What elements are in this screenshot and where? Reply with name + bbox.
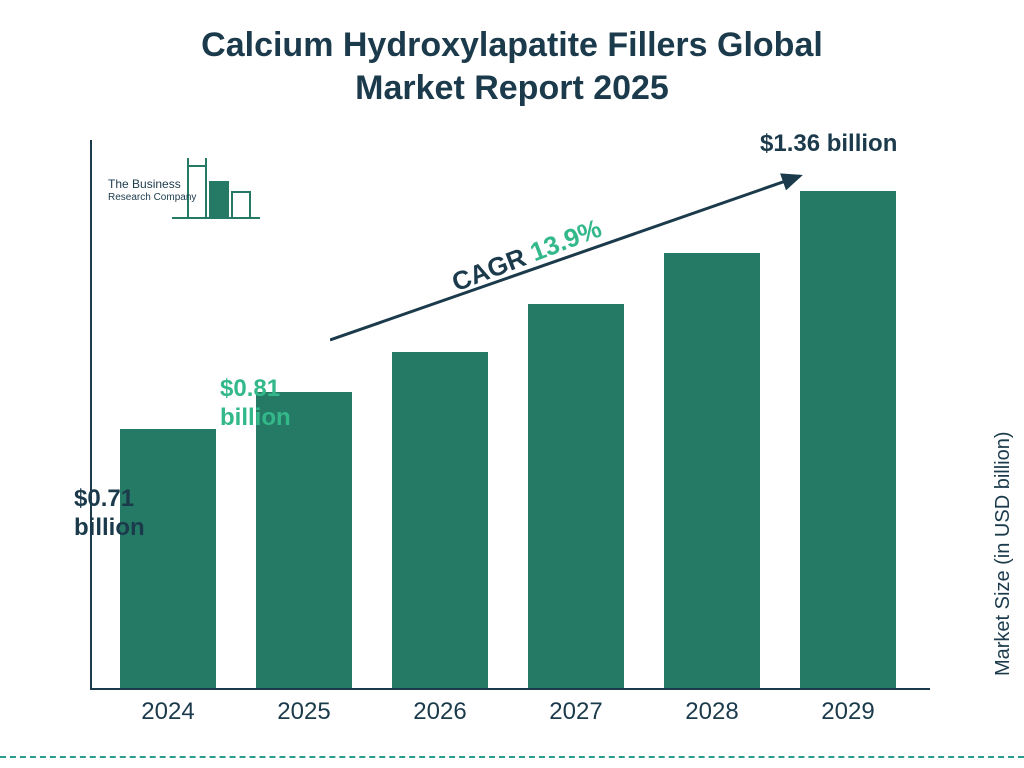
value-label-1: $0.81billion [220, 375, 291, 433]
bar-2029 [800, 191, 896, 688]
x-label-2026: 2026 [390, 698, 490, 726]
y-axis [90, 140, 92, 690]
x-label-2025: 2025 [254, 698, 354, 726]
x-axis [90, 688, 930, 690]
x-label-2028: 2028 [662, 698, 762, 726]
chart-title: Calcium Hydroxylapatite Fillers Global M… [0, 24, 1024, 109]
x-label-2027: 2027 [526, 698, 626, 726]
x-label-2024: 2024 [118, 698, 218, 726]
bar-2027 [528, 304, 624, 688]
dashed-divider [0, 756, 1024, 758]
bar-2024 [120, 429, 216, 688]
x-label-2029: 2029 [798, 698, 898, 726]
value-label-2: $1.36 billion [760, 130, 897, 159]
y-axis-title: Market Size (in USD billion) [993, 432, 1016, 677]
bar-2025 [256, 392, 352, 688]
chart-area [90, 140, 930, 690]
value-label-0: $0.71billion [74, 485, 145, 543]
bar-2028 [664, 253, 760, 688]
title-line2: Market Report 2025 [355, 69, 669, 107]
bar-2026 [392, 352, 488, 688]
title-line1: Calcium Hydroxylapatite Fillers Global [201, 26, 823, 64]
